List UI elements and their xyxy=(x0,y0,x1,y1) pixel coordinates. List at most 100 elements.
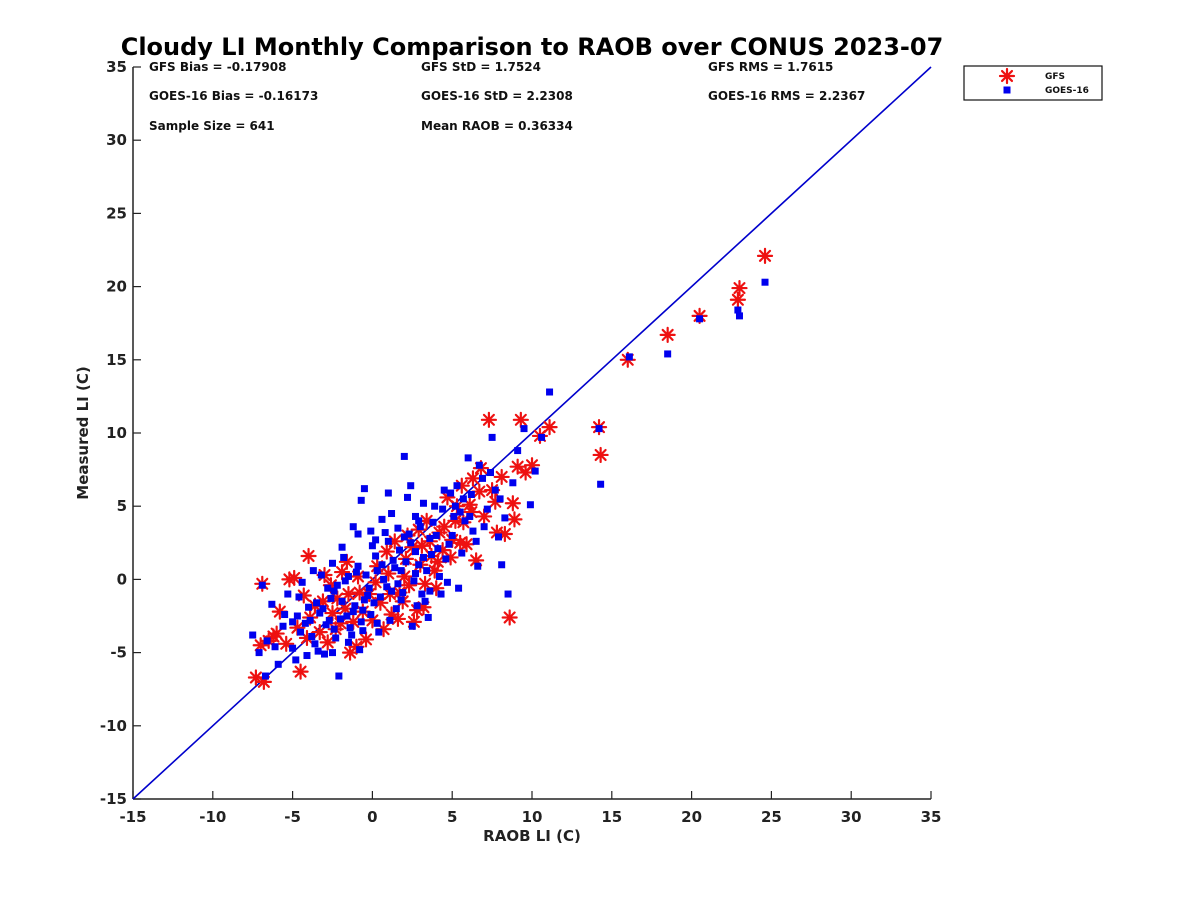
goes16-point xyxy=(388,510,396,518)
goes16-point xyxy=(373,619,381,627)
y-tick-label: -5 xyxy=(110,644,127,662)
goes16-point xyxy=(325,616,333,624)
goes16-point xyxy=(405,530,413,538)
goes16-point xyxy=(445,540,453,548)
goes16-point xyxy=(496,495,504,503)
goes16-point xyxy=(458,549,466,557)
goes16-point xyxy=(447,489,455,497)
goes16-point xyxy=(359,606,367,614)
goes16-point xyxy=(520,425,528,433)
stat-text: Mean RAOB = 0.36334 xyxy=(421,119,573,133)
goes16-point xyxy=(443,578,451,586)
goes16-point xyxy=(255,649,263,657)
chart-title: Cloudy LI Monthly Comparison to RAOB ove… xyxy=(121,33,944,61)
gfs-point xyxy=(268,625,285,642)
gfs-point xyxy=(509,458,526,475)
goes16-point xyxy=(761,278,769,286)
goes16-point xyxy=(314,647,322,655)
goes16-point xyxy=(360,485,368,493)
goes16-point xyxy=(415,517,423,525)
gfs-point xyxy=(319,634,336,651)
x-tick-label: -5 xyxy=(284,808,301,826)
legend-gfs-asterisk xyxy=(998,67,1016,85)
goes16-point xyxy=(431,502,439,510)
x-tick-label: 0 xyxy=(367,808,377,826)
stat-text: GOES-16 StD = 2.2308 xyxy=(421,89,573,103)
goes16-point xyxy=(298,578,306,586)
goes16-point xyxy=(427,551,435,559)
gfs-point xyxy=(300,547,317,565)
goes16-point xyxy=(249,631,257,639)
gfs-point xyxy=(452,534,469,551)
goes16-point xyxy=(384,489,392,497)
goes16-point xyxy=(501,514,509,522)
goes16-point xyxy=(488,433,496,441)
goes16-point xyxy=(479,474,487,482)
goes16-point xyxy=(413,602,421,610)
goes16-point xyxy=(321,650,329,658)
goes16-point xyxy=(289,618,297,626)
y-axis-label: Measured LI (C) xyxy=(74,366,92,499)
goes16-point xyxy=(437,590,445,598)
goes16-point xyxy=(399,589,407,597)
x-tick-label: 35 xyxy=(921,808,942,826)
goes16-point xyxy=(357,618,365,626)
goes16-point xyxy=(491,486,499,494)
goes16-point xyxy=(386,616,394,624)
goes16-point xyxy=(435,572,443,580)
goes16-point xyxy=(383,583,391,591)
gfs-point xyxy=(464,470,482,487)
goes16-point xyxy=(365,584,373,592)
goes16-point xyxy=(397,567,405,575)
goes16-point xyxy=(418,590,426,598)
goes16-point xyxy=(625,353,633,361)
goes16-point xyxy=(308,632,316,640)
goes16-point xyxy=(348,631,356,639)
goes16-point xyxy=(504,590,512,598)
goes16-point xyxy=(474,562,482,570)
goes16-point xyxy=(293,612,301,620)
goes16-point xyxy=(459,495,467,503)
goes16-point xyxy=(362,571,370,579)
goes16-point xyxy=(421,597,429,605)
goes16-point xyxy=(327,594,335,602)
gfs-point xyxy=(506,511,523,528)
goes16-point xyxy=(281,611,289,619)
goes16-point xyxy=(268,600,276,608)
stat-text: Sample Size = 641 xyxy=(149,119,275,133)
goes16-point xyxy=(324,584,332,592)
goes16-point xyxy=(597,480,605,488)
gfs-point xyxy=(541,419,558,436)
goes16-point xyxy=(397,596,405,604)
goes16-point xyxy=(274,660,282,668)
y-tick-label: -15 xyxy=(100,790,127,808)
gfs-point xyxy=(286,569,303,587)
goes16-point xyxy=(378,561,386,569)
goes16-point xyxy=(332,634,340,642)
goes16-point xyxy=(289,644,297,652)
legend-goes16-label: GOES-16 xyxy=(1045,86,1089,96)
goes16-point xyxy=(261,672,269,680)
gfs-point xyxy=(436,518,453,535)
goes16-point xyxy=(330,625,338,633)
goes16-point xyxy=(303,652,311,660)
goes16-point xyxy=(343,612,351,620)
x-tick-label: 15 xyxy=(601,808,622,826)
goes16-point xyxy=(341,577,349,585)
goes16-point xyxy=(411,570,419,578)
goes16-point xyxy=(509,479,517,487)
goes16-point xyxy=(440,486,448,494)
gfs-point xyxy=(416,575,434,592)
stat-text: GFS StD = 1.7524 xyxy=(421,60,541,74)
goes16-point xyxy=(394,524,402,532)
goes16-point xyxy=(389,556,397,564)
stat-text: GFS Bias = -0.17908 xyxy=(149,60,286,74)
goes16-point xyxy=(487,469,495,477)
goes16-point xyxy=(384,537,392,545)
goes16-point xyxy=(344,638,352,646)
goes16-point xyxy=(432,531,440,539)
goes16-point xyxy=(375,628,383,636)
goes16-point xyxy=(340,553,348,561)
goes16-point xyxy=(411,548,419,556)
